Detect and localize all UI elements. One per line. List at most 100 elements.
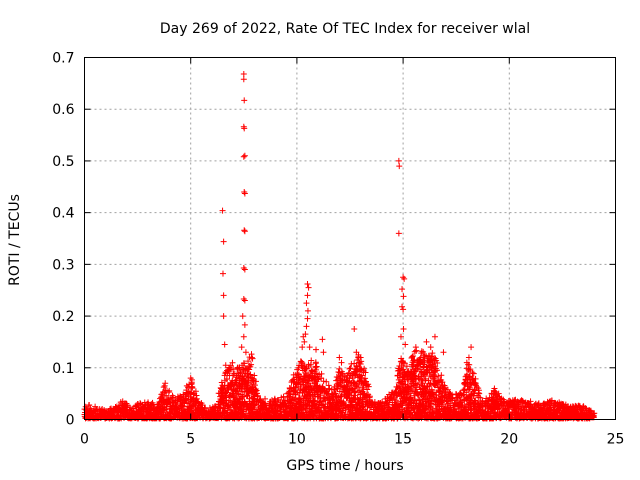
data-point [337, 393, 344, 400]
data-point [241, 266, 248, 273]
data-point [400, 306, 407, 313]
data-point [241, 321, 248, 328]
data-point [240, 264, 247, 271]
data-point [233, 388, 240, 395]
y-tick-label: 0.3 [52, 257, 74, 273]
plot-frame [84, 57, 616, 420]
data-point [241, 297, 248, 304]
data-point [220, 313, 227, 320]
data-point [304, 315, 311, 322]
data-point [239, 313, 246, 320]
data-point [395, 230, 402, 237]
y-tick-label: 0.6 [52, 102, 74, 118]
y-tick-label: 0.5 [52, 154, 74, 170]
data-point [400, 326, 407, 332]
data-point [245, 358, 252, 365]
data-point [396, 163, 403, 170]
data-point [336, 354, 343, 361]
data-point [221, 341, 228, 348]
x-tick-label: 0 [80, 432, 89, 448]
data-point [242, 349, 249, 356]
y-tick-label: 0.2 [52, 309, 74, 325]
data-point [346, 365, 353, 372]
data-point [312, 359, 319, 366]
data-point [397, 333, 404, 340]
data-point [251, 372, 258, 379]
y-tick-label: 0.7 [52, 51, 74, 67]
data-point [313, 366, 320, 373]
data-point [303, 300, 310, 307]
data-point [241, 125, 248, 132]
data-point [305, 284, 312, 291]
data-point [222, 362, 229, 369]
data-point [162, 380, 169, 387]
data-point [229, 359, 236, 366]
data-point [308, 367, 315, 374]
data-point [294, 380, 301, 387]
data-point [218, 379, 225, 386]
data-point [280, 406, 287, 413]
data-point [238, 344, 245, 351]
data-point [340, 398, 347, 405]
data-point [241, 97, 248, 104]
data-point [241, 227, 248, 234]
data-point [240, 296, 247, 303]
data-point [347, 365, 354, 372]
data-point [252, 378, 259, 385]
data-point [413, 347, 420, 354]
data-point [300, 333, 307, 340]
data-point [323, 378, 330, 385]
data-point [470, 370, 477, 377]
data-point [402, 341, 409, 348]
data-point [399, 286, 406, 293]
data-point [313, 346, 320, 353]
data-point [427, 344, 434, 351]
data-point [320, 349, 327, 356]
y-tick-label: 0.4 [52, 206, 74, 222]
data-point [241, 188, 248, 195]
data-point [299, 344, 306, 351]
data-point [423, 338, 430, 345]
data-point [335, 394, 342, 401]
data-point [86, 402, 93, 409]
data-points [81, 71, 598, 422]
data-point [304, 307, 311, 314]
data-point [286, 385, 293, 392]
data-point [220, 238, 227, 245]
data-point [401, 275, 408, 282]
y-axis-label: ROTI / TECUs [7, 194, 23, 286]
data-point [220, 292, 227, 299]
data-point [468, 344, 475, 351]
data-point [303, 323, 310, 330]
data-point [248, 354, 255, 361]
data-point [241, 190, 248, 197]
data-point [304, 281, 311, 288]
data-point [244, 392, 251, 399]
data-point [431, 333, 438, 340]
data-point [395, 157, 402, 164]
data-point [338, 359, 345, 366]
data-point [247, 371, 254, 378]
data-point [170, 394, 177, 401]
data-point [291, 396, 298, 403]
data-point [239, 394, 246, 401]
data-point [163, 392, 170, 399]
data-point [248, 361, 255, 368]
data-point [223, 376, 230, 383]
data-point [184, 400, 191, 407]
data-point [440, 349, 447, 356]
data-point [248, 381, 255, 388]
data-point [189, 384, 196, 391]
data-point [292, 384, 299, 391]
data-point [166, 387, 173, 394]
data-point [193, 395, 200, 402]
data-point [160, 384, 167, 391]
y-tick-label: 0 [66, 413, 75, 429]
x-tick-label: 25 [607, 432, 625, 448]
chart-title: Day 269 of 2022, Rate Of TEC Index for r… [160, 21, 530, 37]
data-point [219, 207, 226, 214]
data-point [319, 336, 326, 343]
data-point [317, 375, 324, 382]
data-point [400, 293, 407, 300]
x-tick-label: 15 [394, 432, 412, 448]
